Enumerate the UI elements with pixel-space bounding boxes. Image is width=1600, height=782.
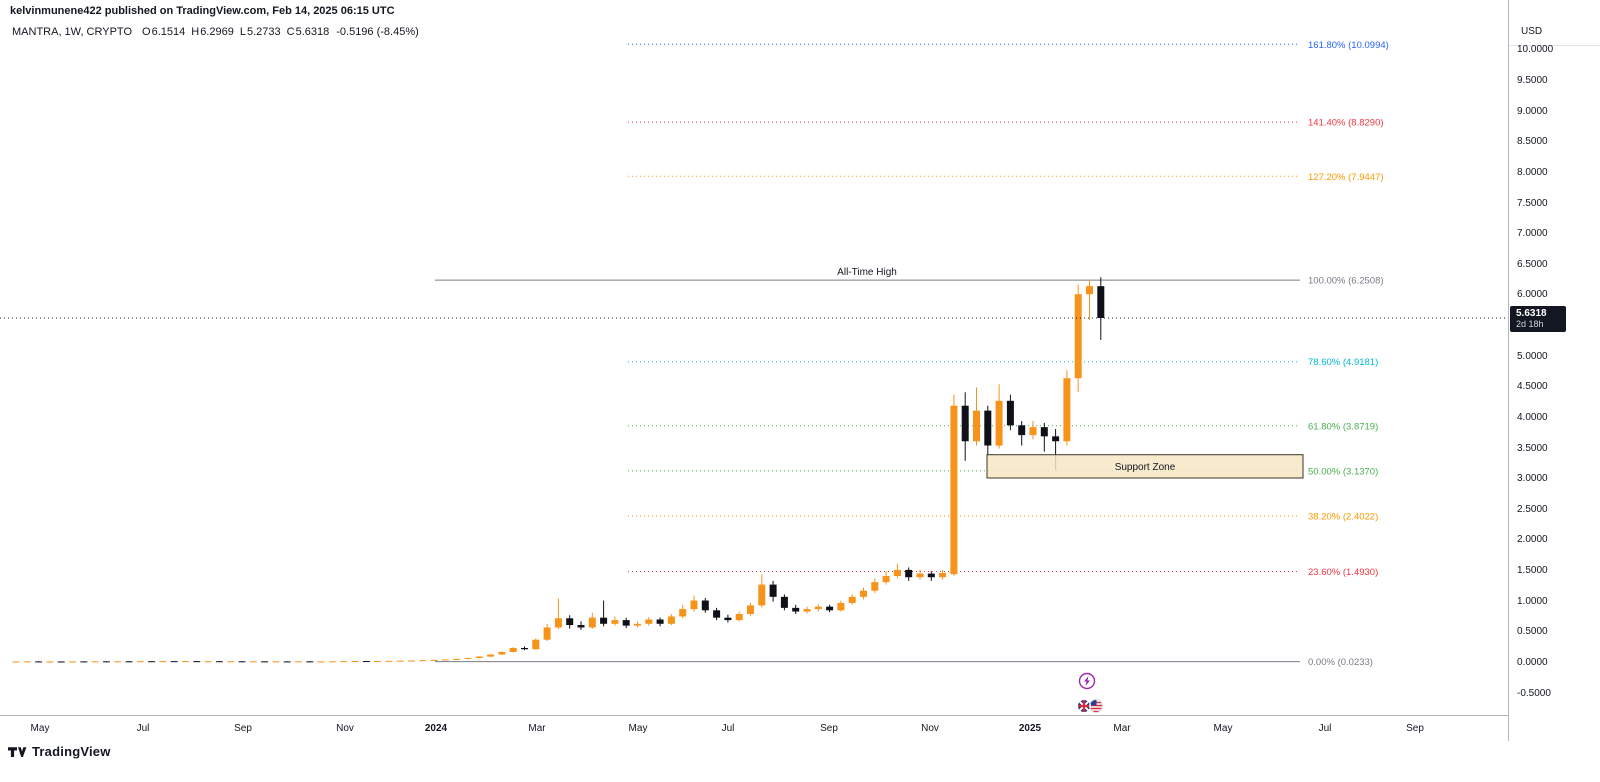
price-tick-label: 4.0000: [1517, 411, 1548, 423]
price-tick-label: 6.0000: [1517, 289, 1548, 301]
time-tick-label: 2024: [424, 723, 448, 734]
price-axis[interactable]: USD 10.0000 9.5000 9.0000 8.5000 8.0000 7.500…: [1508, 0, 1600, 741]
ohlc-item: H6.2969: [191, 26, 234, 38]
axis-separator: [1509, 45, 1600, 46]
price-tick-label: 8.5000: [1517, 136, 1548, 148]
price-tick-label: 5.0000: [1517, 350, 1548, 362]
price-tick-label: 3.0000: [1517, 473, 1548, 485]
time-tick-label: Jul: [136, 723, 150, 734]
support-zone[interactable]: Support Zone: [986, 454, 1304, 479]
publish-info: kelvinmunene422 published on TradingView…: [10, 5, 395, 17]
price-tick-label: 6.5000: [1517, 258, 1548, 270]
svg-text:61.80% (3.8719): 61.80% (3.8719): [1308, 421, 1378, 432]
tradingview-logo-text: TradingView: [32, 744, 111, 759]
svg-text:38.20% (2.4022): 38.20% (2.4022): [1308, 511, 1378, 522]
price-tick-label: 0.0000: [1517, 657, 1548, 668]
candlestick-series[interactable]: [12, 277, 1105, 663]
ohlc-item: L5.2733: [239, 26, 281, 38]
time-tick-label: Jul: [721, 723, 735, 734]
price-tick-label: 7.0000: [1517, 228, 1548, 240]
price-tick-label: 3.5000: [1517, 442, 1548, 454]
price-tick-label: 2.0000: [1517, 534, 1548, 546]
time-tick-label: Mar: [1113, 723, 1131, 734]
time-axis[interactable]: May Jul Sep Nov 2024 Mar May Jul Sep Nov 2025 Mar Ma…: [0, 715, 1508, 742]
chart-legend: MANTRA, 1W, CRYPTO O6.1514 H6.2969 L5.2733 C…: [12, 26, 419, 38]
fib-retracement[interactable]: 161.80% (10.0994) 141.40% (8.8290) 127.20%…: [435, 40, 1389, 668]
svg-text:50.00% (3.1370): 50.00% (3.1370): [1308, 466, 1378, 477]
svg-text:78.60% (4.9181): 78.60% (4.9181): [1308, 357, 1378, 368]
price-tick-label: 0.5000: [1517, 626, 1548, 638]
ohlc-item: O6.1514: [142, 26, 186, 38]
sticker-flags-icon[interactable]: [1077, 699, 1103, 713]
svg-text:All-Time High: All-Time High: [837, 267, 897, 278]
time-tick-label: 2025: [1018, 723, 1042, 734]
time-tick-label: May: [628, 723, 648, 734]
time-tick-label: Mar: [528, 723, 546, 734]
time-tick-label: May: [30, 723, 50, 734]
tradingview-logo-icon: [8, 746, 27, 757]
price-tick-label: 2.5000: [1517, 503, 1548, 515]
time-tick-label: Sep: [234, 723, 252, 734]
price-tick-label: -0.5000: [1517, 687, 1551, 699]
time-tick-label: Sep: [820, 723, 838, 734]
price-tick-label: 7.5000: [1517, 197, 1548, 209]
svg-text:127.20% (7.9447): 127.20% (7.9447): [1308, 172, 1384, 183]
last-price-badge[interactable]: 5.6318 2d 18h: [1510, 305, 1566, 332]
sticker-lightning-icon[interactable]: [1078, 672, 1096, 690]
price-tick-label: 1.5000: [1517, 565, 1548, 577]
svg-text:100.00% (6.2508): 100.00% (6.2508): [1308, 276, 1384, 287]
price-tick-label: 10.0000: [1517, 44, 1554, 56]
symbol-title[interactable]: MANTRA, 1W, CRYPTO: [12, 26, 133, 38]
change-value: -0.5196 (-8.45%): [336, 26, 419, 38]
svg-text:23.60% (1.4930): 23.60% (1.4930): [1308, 567, 1378, 578]
time-tick-label: Sep: [1406, 723, 1424, 734]
bar-countdown: 2d 18h: [1516, 318, 1544, 329]
price-tick-label: 8.0000: [1517, 166, 1548, 178]
svg-text:0.00% (0.0233): 0.00% (0.0233): [1308, 657, 1373, 668]
price-tick-label: 9.5000: [1517, 75, 1548, 87]
time-tick-label: May: [1213, 723, 1233, 734]
svg-text:161.80% (10.0994): 161.80% (10.0994): [1308, 40, 1389, 51]
ohlc-item: C5.6318: [286, 26, 330, 38]
ath-line[interactable]: All-Time High: [837, 267, 897, 278]
svg-text:Support Zone: Support Zone: [1115, 462, 1176, 473]
price-tick-label: 4.5000: [1517, 381, 1548, 393]
time-tick-label: Nov: [336, 723, 354, 734]
last-price: 5.6318: [1516, 307, 1547, 319]
svg-text:141.40% (8.8290): 141.40% (8.8290): [1308, 118, 1384, 129]
price-tick-label: 9.0000: [1517, 105, 1548, 117]
ohlc-values: O6.1514 H6.2969 L5.2733 C5.6318: [136, 26, 329, 38]
time-tick-label: Nov: [921, 723, 939, 734]
time-tick-label: Jul: [1318, 723, 1332, 734]
tradingview-branding[interactable]: TradingView: [8, 744, 111, 759]
chart-canvas[interactable]: 161.80% (10.0994) 141.40% (8.8290) 127.20%…: [0, 0, 1508, 715]
price-tick-label: 1.0000: [1517, 595, 1548, 607]
currency-label: USD: [1521, 26, 1543, 37]
